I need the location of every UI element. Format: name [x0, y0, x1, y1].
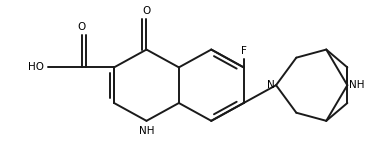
- Text: O: O: [77, 22, 86, 32]
- Text: N: N: [267, 80, 274, 90]
- Text: F: F: [241, 46, 246, 56]
- Text: NH: NH: [349, 80, 364, 90]
- Text: O: O: [143, 6, 150, 16]
- Text: HO: HO: [28, 62, 45, 72]
- Text: NH: NH: [139, 126, 154, 136]
